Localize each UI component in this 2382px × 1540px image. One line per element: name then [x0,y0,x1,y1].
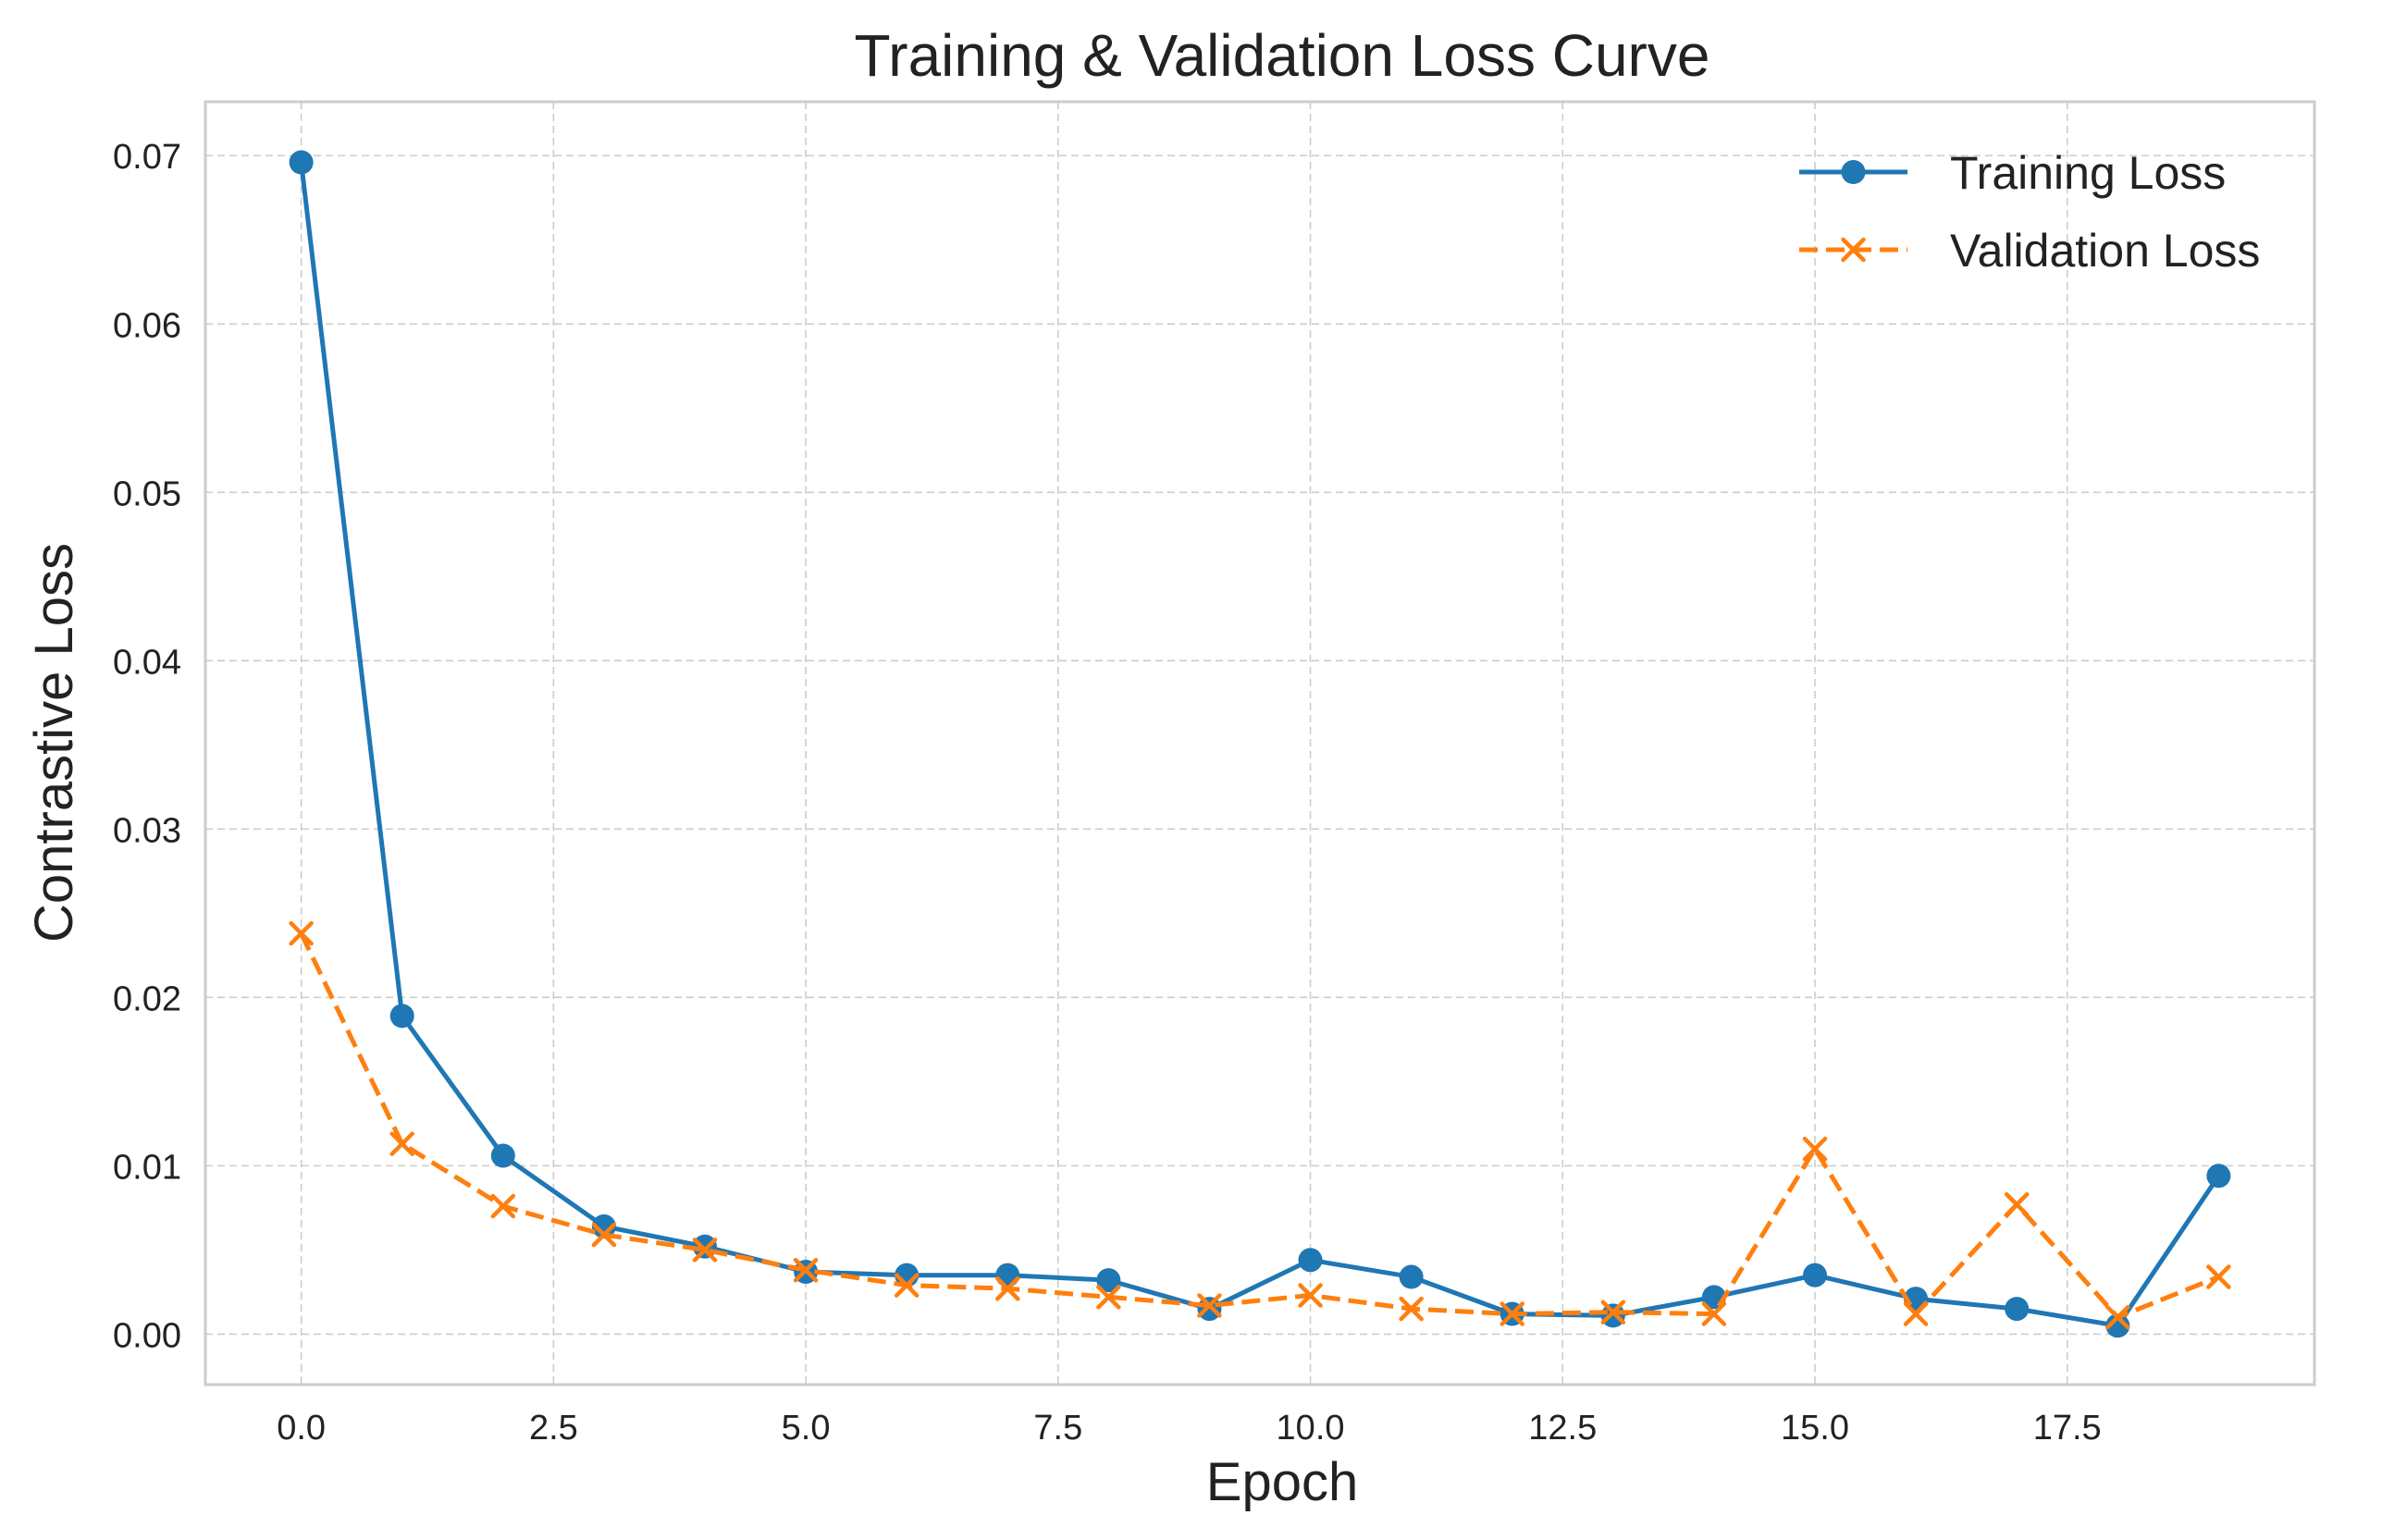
training-loss-point [1803,1263,1827,1287]
training-loss-point [1298,1248,1323,1273]
x-tick-label: 5.0 [782,1409,831,1448]
training-loss-point [995,1263,1020,1287]
y-tick-label: 0.07 [113,138,181,177]
validation-loss-point [389,1131,414,1156]
validation-loss-point [1600,1300,1626,1324]
validation-loss-point [1802,1136,1828,1162]
y-tick-label: 0.01 [113,1148,181,1187]
training-loss-point [289,150,314,175]
validation-loss-point [692,1238,718,1263]
y-tick-label: 0.03 [113,811,181,850]
legend-label-validation-loss: Validation Loss [1950,225,2260,277]
validation-loss-point [1903,1301,1929,1326]
x-tick-label: 12.5 [1528,1409,1597,1448]
validation-loss-point [995,1276,1020,1301]
x-tick-label: 15.0 [1781,1409,1849,1448]
y-tick-label: 0.06 [113,306,181,345]
y-tick-label: 0.05 [113,474,181,513]
tick-labels: 0.0 2.5 5.0 7.5 10.0 12.5 15.0 17.5 0.00 0.01 0.02… [113,138,2102,1448]
training-loss-point [389,1004,414,1029]
validation-loss-point [793,1257,819,1283]
legend-marker-validation-loss [1841,237,1866,263]
training-loss-point [2206,1164,2231,1189]
training-loss-point [1600,1303,1625,1328]
chart-title: Training & Validation Loss Curve [855,22,1710,89]
validation-loss-point [591,1222,617,1248]
y-axis-label: Contrastive Loss [24,543,84,942]
validation-loss-point [1298,1283,1323,1308]
validation-loss-point [289,920,314,946]
plot-frame [204,100,2316,1386]
validation-loss-point [1197,1293,1222,1318]
x-axis-label: Epoch [1206,1452,1358,1512]
validation-loss-point [2105,1304,2130,1330]
validation-loss-point [2004,1191,2030,1217]
training-loss-point [2105,1313,2130,1338]
series-layer [289,150,2231,1338]
training-loss-point [591,1214,616,1238]
training-loss-point [1399,1264,1424,1289]
validation-loss-point [2206,1264,2231,1289]
x-tick-label: 17.5 [2033,1409,2102,1448]
training-loss-point [2005,1297,2030,1322]
training-loss-point [490,1143,515,1168]
x-tick-label: 2.5 [529,1409,578,1448]
validation-loss-point [490,1193,516,1219]
legend-marker-training-loss [1841,160,1866,184]
grid-lines [205,102,2314,1385]
x-tick-label: 7.5 [1033,1409,1082,1448]
legend: Training Loss Validation Loss [1799,147,2260,277]
y-tick-label: 0.00 [113,1316,181,1355]
validation-loss-point [894,1273,919,1298]
x-tick-label: 10.0 [1277,1409,1345,1448]
x-tick-label: 0.0 [277,1409,326,1448]
validation-loss-line [299,932,2220,1320]
y-tick-label: 0.02 [113,979,181,1018]
y-tick-label: 0.04 [113,643,181,682]
training-loss-point [1096,1268,1121,1293]
validation-loss-point [1701,1301,1727,1326]
training-loss-line [299,162,2221,1328]
legend-label-training-loss: Training Loss [1950,147,2226,199]
validation-loss-point [1096,1285,1121,1310]
training-loss-point [1197,1297,1222,1322]
validation-loss-point [1500,1301,1524,1326]
validation-loss-point [1399,1296,1424,1322]
